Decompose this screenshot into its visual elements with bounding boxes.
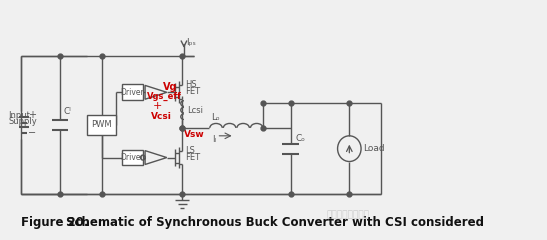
- Bar: [121, 150, 143, 165]
- Text: FET: FET: [185, 87, 200, 96]
- Text: Driver: Driver: [120, 153, 144, 162]
- Text: Vcsi: Vcsi: [150, 112, 171, 120]
- Text: +: +: [27, 110, 36, 120]
- Text: Vgs_eff: Vgs_eff: [147, 92, 182, 101]
- Text: FET: FET: [185, 153, 200, 162]
- Text: Input: Input: [9, 111, 31, 120]
- Text: Load: Load: [363, 144, 385, 153]
- Text: HS: HS: [185, 80, 196, 89]
- Text: Supply: Supply: [9, 117, 37, 126]
- Text: Vsw: Vsw: [184, 130, 205, 139]
- Text: Vg: Vg: [163, 82, 178, 92]
- Text: Iₚₛ: Iₚₛ: [186, 38, 196, 48]
- Text: PWM: PWM: [91, 120, 112, 129]
- Text: 硬件工程师炼金术: 硬件工程师炼金术: [327, 210, 370, 219]
- Text: Lₒ: Lₒ: [211, 113, 220, 121]
- Text: LS: LS: [185, 146, 195, 155]
- Text: +: +: [153, 101, 162, 111]
- Text: Lcsi: Lcsi: [187, 106, 202, 115]
- Text: Driver: Driver: [120, 88, 144, 97]
- Text: Schematic of Synchronous Buck Converter with CSI considered: Schematic of Synchronous Buck Converter …: [66, 216, 485, 229]
- Text: Iₗ: Iₗ: [212, 135, 216, 144]
- Bar: [87, 115, 116, 135]
- Text: Figure 20.: Figure 20.: [21, 216, 89, 229]
- Bar: [121, 84, 143, 100]
- Text: Cᴵ: Cᴵ: [64, 107, 72, 116]
- Text: Cₒ: Cₒ: [295, 134, 305, 143]
- Text: −: −: [27, 128, 36, 138]
